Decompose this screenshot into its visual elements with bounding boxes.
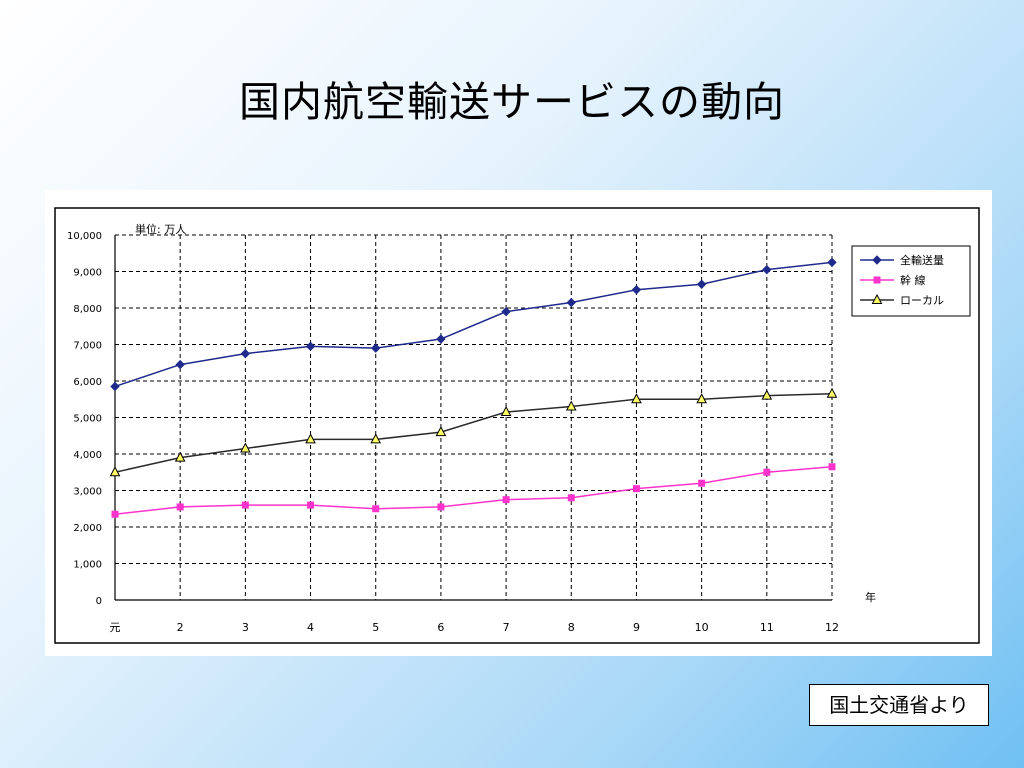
data-point [435, 426, 447, 437]
data-point [696, 393, 707, 404]
series-line [114, 393, 833, 473]
data-point [175, 359, 185, 370]
legend-label: 幹 線 [900, 273, 926, 287]
x-tick-label: 4 [307, 621, 314, 634]
x-tick-label: 11 [760, 621, 774, 634]
y-tick-label: 0 [96, 596, 102, 607]
data-point [174, 451, 186, 462]
axes: 0 1,000 2,000 3,000 4,000 5,000 6,000 7,000 8,00… [67, 231, 839, 634]
data-point [762, 264, 772, 275]
chart-frame [54, 207, 980, 644]
y-tick-label: 5,000 [73, 414, 102, 425]
data-point [566, 297, 576, 308]
data-point [436, 334, 446, 344]
unit-label: 単位: 万人 [135, 222, 186, 236]
series-lines [109, 257, 838, 518]
data-point [696, 279, 707, 289]
data-point [828, 463, 836, 471]
data-point [827, 257, 837, 268]
data-point [826, 387, 838, 398]
x-tick-label: 3 [242, 621, 249, 634]
y-tick-label: 2,000 [73, 523, 102, 534]
x-tick-label: 6 [437, 621, 444, 634]
y-tick-label: 7,000 [73, 341, 102, 352]
x-tick-label: 8 [568, 621, 575, 634]
data-point [501, 306, 511, 317]
data-point [305, 433, 316, 444]
data-point [567, 494, 575, 502]
data-point [307, 501, 315, 509]
x-tick-label: 7 [503, 621, 510, 634]
data-point [240, 442, 251, 453]
data-point [241, 501, 249, 509]
y-tick-label: 3,000 [73, 487, 102, 498]
x-tick-label: 2 [177, 621, 184, 634]
legend-box [851, 245, 971, 317]
line-chart: 0 1,000 2,000 3,000 4,000 5,000 6,000 7,000 8,00… [54, 207, 980, 644]
legend-marker [872, 255, 882, 265]
series-line [114, 466, 833, 515]
x-axis-unit-label: 年 [865, 590, 876, 604]
x-tick-label: 5 [372, 621, 379, 634]
y-tick-label: 1,000 [73, 560, 102, 571]
data-point [502, 496, 510, 504]
data-point [240, 348, 251, 359]
data-point [698, 479, 706, 487]
data-point [632, 485, 640, 493]
data-point [305, 341, 316, 352]
chart-panel: 0 1,000 2,000 3,000 4,000 5,000 6,000 7,000 8,00… [45, 190, 992, 656]
y-tick-label: 9,000 [73, 268, 102, 279]
slide-title: 国内航空輸送サービスの動向 [239, 78, 785, 126]
legend-marker [871, 293, 883, 304]
data-point [437, 503, 445, 511]
data-point [372, 505, 380, 513]
legend-label: 全輸送量 [900, 253, 944, 267]
y-tick-label: 10,000 [67, 231, 102, 242]
data-point [631, 285, 642, 295]
data-point [763, 468, 771, 476]
data-point [631, 393, 642, 404]
y-tick-label: 4,000 [73, 450, 102, 461]
x-tick-label: 9 [633, 621, 640, 634]
data-point [371, 343, 381, 353]
source-note: 国土交通省より [809, 684, 989, 726]
data-point [370, 433, 382, 444]
x-tick-label: 12 [825, 621, 839, 634]
grid-lines [115, 234, 833, 600]
data-point [761, 389, 773, 400]
data-point [110, 381, 120, 392]
series-line [114, 261, 833, 388]
data-point [176, 503, 184, 511]
data-point [111, 510, 119, 518]
legend-label: ローカル [900, 294, 944, 307]
x-tick-label: 元 [110, 621, 121, 634]
data-point [109, 466, 121, 477]
x-tick-label: 10 [695, 621, 709, 634]
y-tick-label: 6,000 [73, 377, 102, 388]
data-point [565, 400, 577, 411]
y-tick-label: 8,000 [73, 304, 102, 315]
data-point [500, 405, 512, 417]
legend-marker [873, 276, 881, 284]
